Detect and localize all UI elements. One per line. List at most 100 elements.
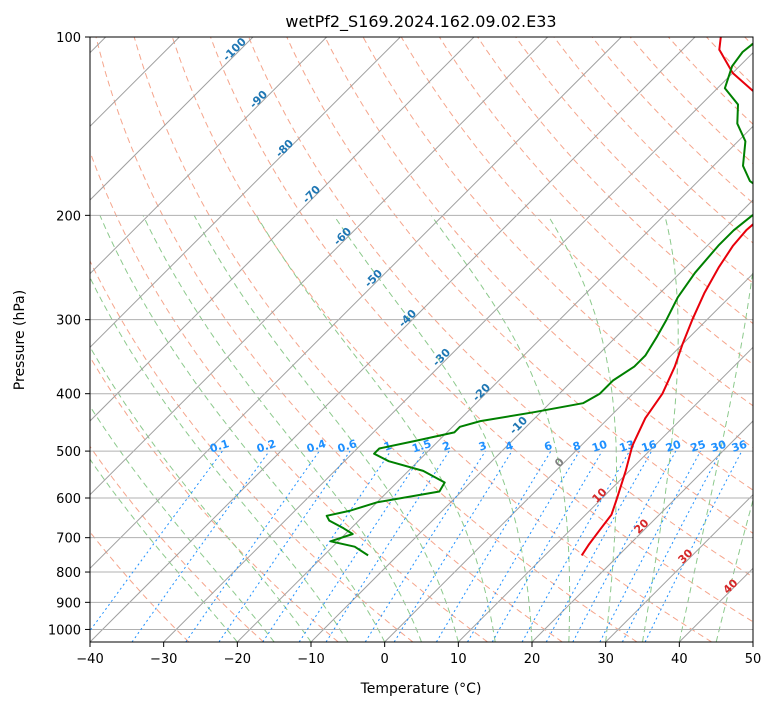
mixing-ratio-label: 20	[664, 438, 683, 455]
mixing-ratio-label: 0.4	[305, 437, 328, 455]
mixing-ratio-line	[298, 450, 425, 642]
moist-adiabat-line	[430, 215, 571, 642]
y-tick-label: 900	[56, 596, 81, 611]
mixing-ratio-line	[131, 450, 270, 642]
dewpoint-profile-line	[325, 42, 753, 557]
y-tick-label: 800	[56, 566, 81, 581]
isobars	[90, 37, 753, 630]
x-axis: −40 −30 −20 −10 0 10 20 30 40 50	[76, 642, 761, 667]
dry-adiabat-line	[286, 37, 753, 534]
mixing-ratio-label: 30	[709, 438, 728, 455]
moist-adiabat-line	[333, 215, 533, 642]
mixing-ratio-label: 6	[543, 439, 555, 454]
moist-adiabat-line	[193, 215, 459, 642]
y-tick-label: 300	[56, 314, 81, 329]
mixing-ratio-label: 25	[689, 438, 708, 455]
isotherm-line	[90, 37, 328, 275]
mixing-ratio-line	[393, 450, 513, 642]
moist-adiabat-line	[90, 276, 349, 642]
y-axis: 100 200 300 400 500 600 700 800 900 1000	[48, 31, 90, 638]
moist-adiabat-line	[90, 458, 238, 642]
mixing-ratio-label: 8	[571, 439, 582, 454]
mixing-ratio-line	[364, 450, 486, 642]
moist-adiabat-line	[547, 215, 617, 642]
isotherm-line	[90, 37, 549, 496]
dry-adiabat-line	[95, 37, 563, 642]
moist-adiabats	[90, 215, 753, 642]
dry-adiabat-line	[171, 37, 712, 642]
y-tick-label: 700	[56, 532, 81, 547]
mixing-ratio-line	[599, 450, 701, 642]
mixing-ratio-line	[491, 450, 603, 642]
plot-area: -100-90-80-70-60-50-40-30-20-10 0.1 0.2 0.…	[90, 37, 753, 642]
moist-adiabat-line	[99, 215, 386, 642]
mixing-ratio-line	[572, 450, 677, 642]
x-tick-label: −20	[224, 652, 251, 667]
isotherm-line	[457, 346, 753, 642]
dry-adiabat-line	[90, 445, 264, 642]
x-tick-label: 10	[450, 652, 467, 667]
moist-adiabat-line	[642, 215, 679, 642]
isotherm-line	[531, 420, 753, 642]
mixing-ratio-line	[644, 450, 743, 642]
y-tick-label: 600	[56, 492, 81, 507]
moist-adiabat-line	[142, 215, 422, 642]
plot-frame	[89, 36, 754, 643]
moist-adiabat-line	[678, 265, 753, 642]
y-tick-label: 400	[56, 388, 81, 403]
y-tick-label: 1000	[48, 623, 81, 638]
isotherm-line	[90, 37, 696, 642]
x-tick-label: 40	[671, 652, 688, 667]
mixing-ratio-label: 4	[504, 439, 516, 454]
plot-background	[90, 37, 753, 642]
dry-adiabat-line	[248, 37, 753, 578]
mixing-ratio-line	[467, 450, 580, 642]
mixing-ratio-line	[621, 450, 722, 642]
isotherm-line	[90, 37, 254, 201]
mixing-ratio-label: 3	[477, 439, 488, 454]
mixing-ratio-label: 2	[441, 439, 452, 454]
isotherm-line	[236, 125, 753, 642]
mixing-ratio-line	[545, 450, 653, 642]
x-tick-label: 30	[597, 652, 614, 667]
mixing-ratio-label: 16	[640, 438, 659, 455]
x-tick-label: 50	[745, 652, 762, 667]
x-tick-label: −40	[76, 652, 103, 667]
moist-adiabat-line	[90, 405, 275, 642]
mixing-ratio-line	[521, 450, 630, 642]
mixing-ratio-label: 0.2	[255, 437, 278, 455]
isotherm-line	[384, 272, 753, 642]
profile-lines	[325, 37, 753, 557]
isotherm-line	[310, 199, 753, 642]
x-tick-label: 20	[524, 652, 541, 667]
mixing-ratio-line	[435, 450, 552, 642]
dry-adiabat-line	[324, 37, 753, 491]
isotherm-line	[90, 37, 475, 422]
dry-adiabat-line	[515, 37, 753, 284]
y-tick-label: 100	[56, 31, 81, 46]
dry-adiabat-line	[210, 37, 753, 623]
dry-adiabat-line	[90, 259, 414, 642]
mixing-ratio-labels: 0.1 0.2 0.4 0.6 1 1.5 2 3 4 6 8 10 13 16 20 25 30 36	[208, 437, 749, 455]
mixing-ratio-label: 0.1	[208, 437, 231, 455]
mixing-ratio-line	[90, 450, 223, 632]
mixing-ratio-label: 10	[590, 438, 609, 455]
chart-title: wetPf2_S169.2024.162.09.02.E33	[285, 12, 556, 32]
isotherm-line	[90, 37, 622, 570]
mixing-ratio-line	[185, 450, 320, 642]
dry-adiabats	[90, 37, 753, 642]
x-tick-label: 0	[381, 652, 389, 667]
x-tick-label: −30	[150, 652, 177, 667]
isotherm-line	[90, 37, 401, 349]
temperature-profile-line	[580, 37, 753, 556]
y-axis-label: Pressure (hPa)	[12, 290, 28, 390]
moist-adiabat-line	[90, 345, 312, 642]
x-tick-label: −10	[297, 652, 324, 667]
isotherms	[90, 37, 753, 642]
x-axis-label: Temperature (°C)	[360, 681, 482, 697]
mixing-ratio-label: 0.6	[336, 437, 359, 455]
isotherm-line	[163, 51, 753, 642]
mixing-ratio-label: 36	[730, 438, 749, 455]
y-tick-label: 200	[56, 209, 81, 224]
